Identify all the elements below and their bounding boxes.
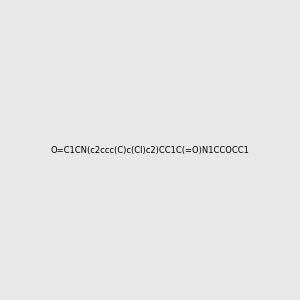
Text: O=C1CN(c2ccc(C)c(Cl)c2)CC1C(=O)N1CCOCC1: O=C1CN(c2ccc(C)c(Cl)c2)CC1C(=O)N1CCOCC1 [51,146,249,154]
